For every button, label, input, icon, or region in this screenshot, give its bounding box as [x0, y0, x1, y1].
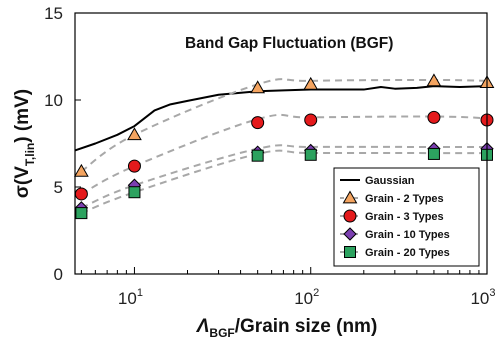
- data-point-circle: [74, 187, 88, 201]
- data-point-square: [427, 147, 440, 160]
- data-point-square: [304, 148, 317, 161]
- x-tick-label: 102: [294, 287, 319, 308]
- y-axis-ticks: 0 5 10 15: [44, 4, 81, 284]
- series-line-1: [80, 78, 488, 173]
- plot-frame: [74, 12, 488, 275]
- data-point-circle: [127, 159, 141, 173]
- x-axis-label: ΛBGF/Grain size (nm): [196, 316, 378, 340]
- x-tick-exponent: 2: [313, 287, 319, 299]
- x-axis-ticks: 101 102 103: [80, 267, 496, 308]
- data-point-square: [251, 149, 264, 162]
- legend-swatch-marker: [342, 190, 358, 204]
- y-axis-label: σ(VT,lin) (mV): [12, 89, 37, 198]
- data-point-square: [75, 207, 88, 220]
- legend-swatch-marker: [343, 209, 357, 223]
- data-point-circle: [304, 113, 318, 127]
- data-point-triangle: [127, 127, 142, 141]
- legend-entry-label: Grain - 2 Types: [365, 193, 444, 205]
- x-tick-base: 10: [470, 289, 489, 308]
- data-point-square: [128, 186, 141, 199]
- legend-entry-label: Grain - 20 Types: [365, 247, 450, 259]
- data-point-triangle: [74, 163, 89, 177]
- series-line-2: [80, 113, 488, 195]
- legend-swatch-marker: [344, 246, 356, 258]
- legend-swatch-marker: [343, 227, 357, 241]
- y-tick-label: 5: [54, 178, 63, 197]
- data-point-triangle: [303, 76, 319, 90]
- y-tick-label: 10: [44, 91, 63, 110]
- x-tick-base: 10: [294, 289, 313, 308]
- y-axis-label-prefix: σ(V: [12, 166, 33, 198]
- y-tick-label: 15: [44, 4, 63, 23]
- legend-entry-label: Grain - 10 Types: [365, 229, 450, 241]
- y-tick-label: 0: [54, 265, 63, 284]
- series-markers: [74, 73, 495, 220]
- legend-entry-label: Gaussian: [365, 175, 415, 187]
- x-tick-label: 101: [118, 287, 143, 308]
- series-line-0: [74, 85, 488, 152]
- x-axis-label-suffix: /Grain size (nm): [235, 316, 378, 337]
- y-axis-label-suffix: ) (mV): [12, 89, 33, 143]
- x-tick-exponent: 3: [489, 287, 495, 299]
- chart-title: Band Gap Fluctuation (BGF): [185, 35, 393, 52]
- x-axis-label-sub: BGF: [209, 326, 234, 340]
- x-axis-label-prefix: Λ: [196, 316, 210, 337]
- data-point-triangle: [250, 80, 266, 94]
- legend: Gaussian Grain - 2 Types Grain - 3 Types Gr…: [333, 167, 480, 267]
- x-tick-base: 10: [118, 289, 137, 308]
- legend-entry-label: Grain - 3 Types: [365, 211, 444, 223]
- data-point-circle: [251, 116, 265, 130]
- x-tick-exponent: 1: [137, 287, 143, 299]
- y-axis-label-sub: T,lin: [23, 143, 37, 166]
- data-point-circle: [427, 110, 441, 124]
- legend-box: [333, 167, 480, 267]
- data-point-triangle: [426, 73, 442, 87]
- x-tick-label: 103: [470, 287, 495, 308]
